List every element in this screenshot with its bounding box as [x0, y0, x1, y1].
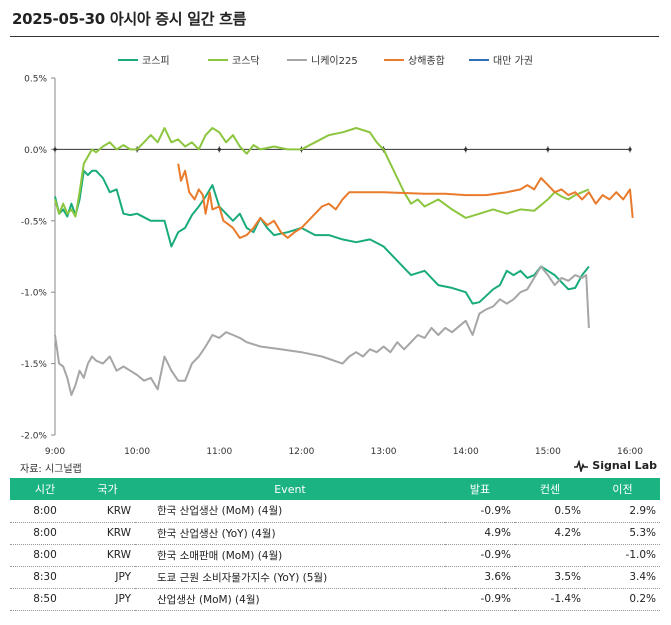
legend-label: 코스피 — [142, 55, 170, 67]
legend-label: 상해종합 — [408, 54, 445, 67]
cell-previous: 0.2% — [585, 588, 660, 611]
header-time: 시간 — [10, 478, 80, 500]
cell-consensus: 0.5% — [515, 500, 585, 523]
cell-event: 도쿄 근원 소비자물가지수 (YoY) (5월) — [135, 566, 445, 589]
cell-time: 8:00 — [10, 522, 80, 545]
x-tick-label: 12:00 — [288, 447, 314, 457]
signal-wave-icon — [574, 459, 589, 472]
cell-time: 8:00 — [10, 500, 80, 523]
y-tick-label: -1.0% — [21, 289, 48, 299]
header-previous: 이전 — [585, 478, 660, 500]
chart-axes: 0.5% 0.0% -0.5% -1.0% -1.5% -2.0% 9:00 10:00 11:… — [21, 75, 643, 458]
cell-event: 한국 산업생산 (MoM) (4월) — [135, 500, 445, 523]
cell-consensus: -1.4% — [515, 588, 585, 611]
legend-label: 니케이225 — [311, 55, 358, 67]
source-note: 자료: 시그널랩 — [20, 464, 82, 475]
series-line-0 — [54, 169, 590, 305]
series-line-3 — [177, 163, 634, 239]
cell-consensus: 4.2% — [515, 522, 585, 545]
cell-event: 한국 소매판매 (MoM) (4월) — [135, 544, 445, 567]
y-tick-label: -1.5% — [21, 360, 48, 370]
y-tick-label: 0.0% — [24, 146, 47, 156]
cell-country: KRW — [80, 500, 135, 523]
cell-consensus — [515, 544, 585, 567]
cell-previous: -1.0% — [585, 544, 660, 567]
brand-name: Signal Lab — [592, 459, 657, 472]
x-tick-label: 11:00 — [206, 447, 232, 457]
x-tick-label: 10:00 — [124, 447, 150, 457]
y-tick-label: 0.5% — [24, 75, 47, 85]
cell-actual: 4.9% — [445, 522, 515, 545]
table-row: 8:50 JPY 산업생산 (MoM) (4월) -0.9% -1.4% 0.2… — [10, 588, 660, 611]
series-line-1 — [54, 127, 590, 219]
x-tick-label: 15:00 — [535, 447, 561, 457]
table-header-row: 시간 국가 Event 발표 컨센 이전 — [10, 478, 660, 500]
x-tick-dot — [628, 147, 632, 151]
header-event: Event — [135, 478, 445, 500]
cell-consensus: 3.5% — [515, 566, 585, 589]
legend-label: 코스닥 — [232, 55, 260, 67]
series-line-2 — [54, 265, 590, 396]
cell-previous: 5.3% — [585, 522, 660, 545]
table-row: 8:00 KRW 한국 산업생산 (YoY) (4월) 4.9% 4.2% 5.… — [10, 522, 660, 545]
x-tick-label: 16:00 — [617, 447, 643, 457]
cell-actual: -0.9% — [445, 544, 515, 567]
cell-country: JPY — [80, 566, 135, 589]
x-tick-dot — [217, 147, 221, 151]
cell-event: 한국 산업생산 (YoY) (4월) — [135, 522, 445, 545]
x-tick-label: 14:00 — [453, 447, 479, 457]
page-title: 2025-05-30 아시아 증시 일간 흐름 — [12, 10, 247, 28]
header-country: 국가 — [80, 478, 135, 500]
cell-time: 8:30 — [10, 566, 80, 589]
x-tick-dot — [464, 147, 468, 151]
x-tick-dot — [546, 147, 550, 151]
header-actual: 발표 — [445, 478, 515, 500]
header-consensus: 컨센 — [515, 478, 585, 500]
chart-series — [54, 127, 634, 396]
line-chart: 코스피 코스닥 니케이225 상해종합 대만 가권 0.5% 0.0% -0.5% -1.0%… — [21, 54, 643, 458]
x-tick-dot — [53, 147, 57, 151]
brand-logo: Signal Lab — [574, 459, 657, 472]
table-row: 8:00 KRW 한국 산업생산 (MoM) (4월) -0.9% 0.5% 2… — [10, 500, 660, 523]
cell-time: 8:50 — [10, 588, 80, 611]
x-tick-label: 9:00 — [45, 447, 65, 457]
table-row: 8:00 KRW 한국 소매판매 (MoM) (4월) -0.9% -1.0% — [10, 544, 660, 567]
title-divider — [10, 36, 659, 37]
cell-previous: 2.9% — [585, 500, 660, 523]
cell-country: KRW — [80, 522, 135, 545]
cell-time: 8:00 — [10, 544, 80, 567]
cell-actual: -0.9% — [445, 588, 515, 611]
cell-previous: 3.4% — [585, 566, 660, 589]
economic-events-table: 시간 국가 Event 발표 컨센 이전 8:00 KRW 한국 산업생산 (M… — [10, 478, 660, 611]
chart-legend: 코스피 코스닥 니케이225 상해종합 대만 가권 — [118, 54, 533, 67]
y-tick-label: -2.0% — [21, 432, 48, 442]
x-tick-label: 13:00 — [371, 447, 397, 457]
cell-event: 산업생산 (MoM) (4월) — [135, 588, 445, 611]
cell-actual: -0.9% — [445, 500, 515, 523]
cell-actual: 3.6% — [445, 566, 515, 589]
cell-country: JPY — [80, 588, 135, 611]
table-row: 8:30 JPY 도쿄 근원 소비자물가지수 (YoY) (5월) 3.6% 3… — [10, 566, 660, 589]
legend-label: 대만 가권 — [493, 55, 533, 67]
y-tick-label: -0.5% — [21, 217, 48, 227]
cell-country: KRW — [80, 544, 135, 567]
